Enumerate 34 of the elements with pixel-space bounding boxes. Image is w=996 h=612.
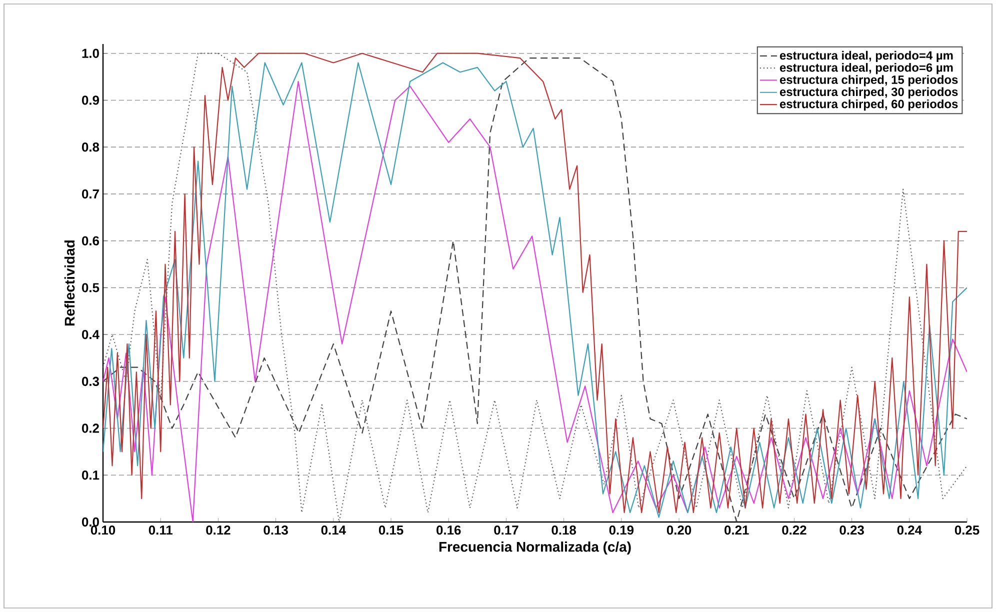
legend-label: estructura ideal, periodo=4 µm [780, 50, 953, 62]
y-tick-label: 0.1 [82, 470, 100, 480]
x-tick-label: 0.22 [782, 526, 806, 535]
x-tick-label: 0.14 [321, 526, 346, 535]
x-tick-label: 0.17 [494, 526, 518, 535]
legend-label: estructura ideal, periodo=6 µm [780, 63, 953, 74]
y-tick-label: 0.7 [82, 189, 99, 199]
x-tick-label: 0.11 [148, 526, 172, 535]
x-tick-label: 0.19 [609, 526, 634, 535]
y-axis-title: Reflectividad [64, 240, 75, 326]
x-tick-label: 0.24 [897, 526, 922, 535]
y-tick-label: 0.4 [82, 330, 100, 340]
y-tick-label: 0.0 [82, 517, 99, 527]
x-tick-label: 0.10 [90, 526, 116, 535]
y-tick-label: 0.8 [82, 142, 100, 152]
legend-label: estructura chirped, 30 periodos [780, 87, 958, 98]
x-tick-label: 0.20 [666, 526, 692, 535]
x-tick-label: 0.18 [552, 526, 576, 535]
x-tick-label: 0.21 [724, 526, 749, 535]
x-tick-label: 0.25 [954, 526, 980, 535]
y-tick-label: 0.3 [82, 376, 100, 386]
legend-label: estructura chirped, 60 periodos [780, 99, 958, 111]
x-tick-label: 0.15 [378, 526, 404, 535]
x-axis-title: Frecuencia Normalizada (c/a) [439, 542, 631, 555]
legend-label: estructura chirped, 15 periodos [780, 75, 958, 86]
x-tick-label: 0.16 [436, 526, 461, 535]
y-tick-label: 1.0 [82, 48, 99, 58]
y-tick-label: 0.9 [82, 96, 100, 105]
y-tick-label: 0.6 [82, 236, 100, 246]
x-tick-label: 0.23 [840, 526, 864, 535]
y-tick-label: 0.5 [82, 283, 100, 292]
x-tick-label: 0.12 [206, 526, 230, 535]
x-tick-label: 0.13 [264, 526, 288, 535]
y-tick-label: 0.2 [82, 424, 99, 433]
